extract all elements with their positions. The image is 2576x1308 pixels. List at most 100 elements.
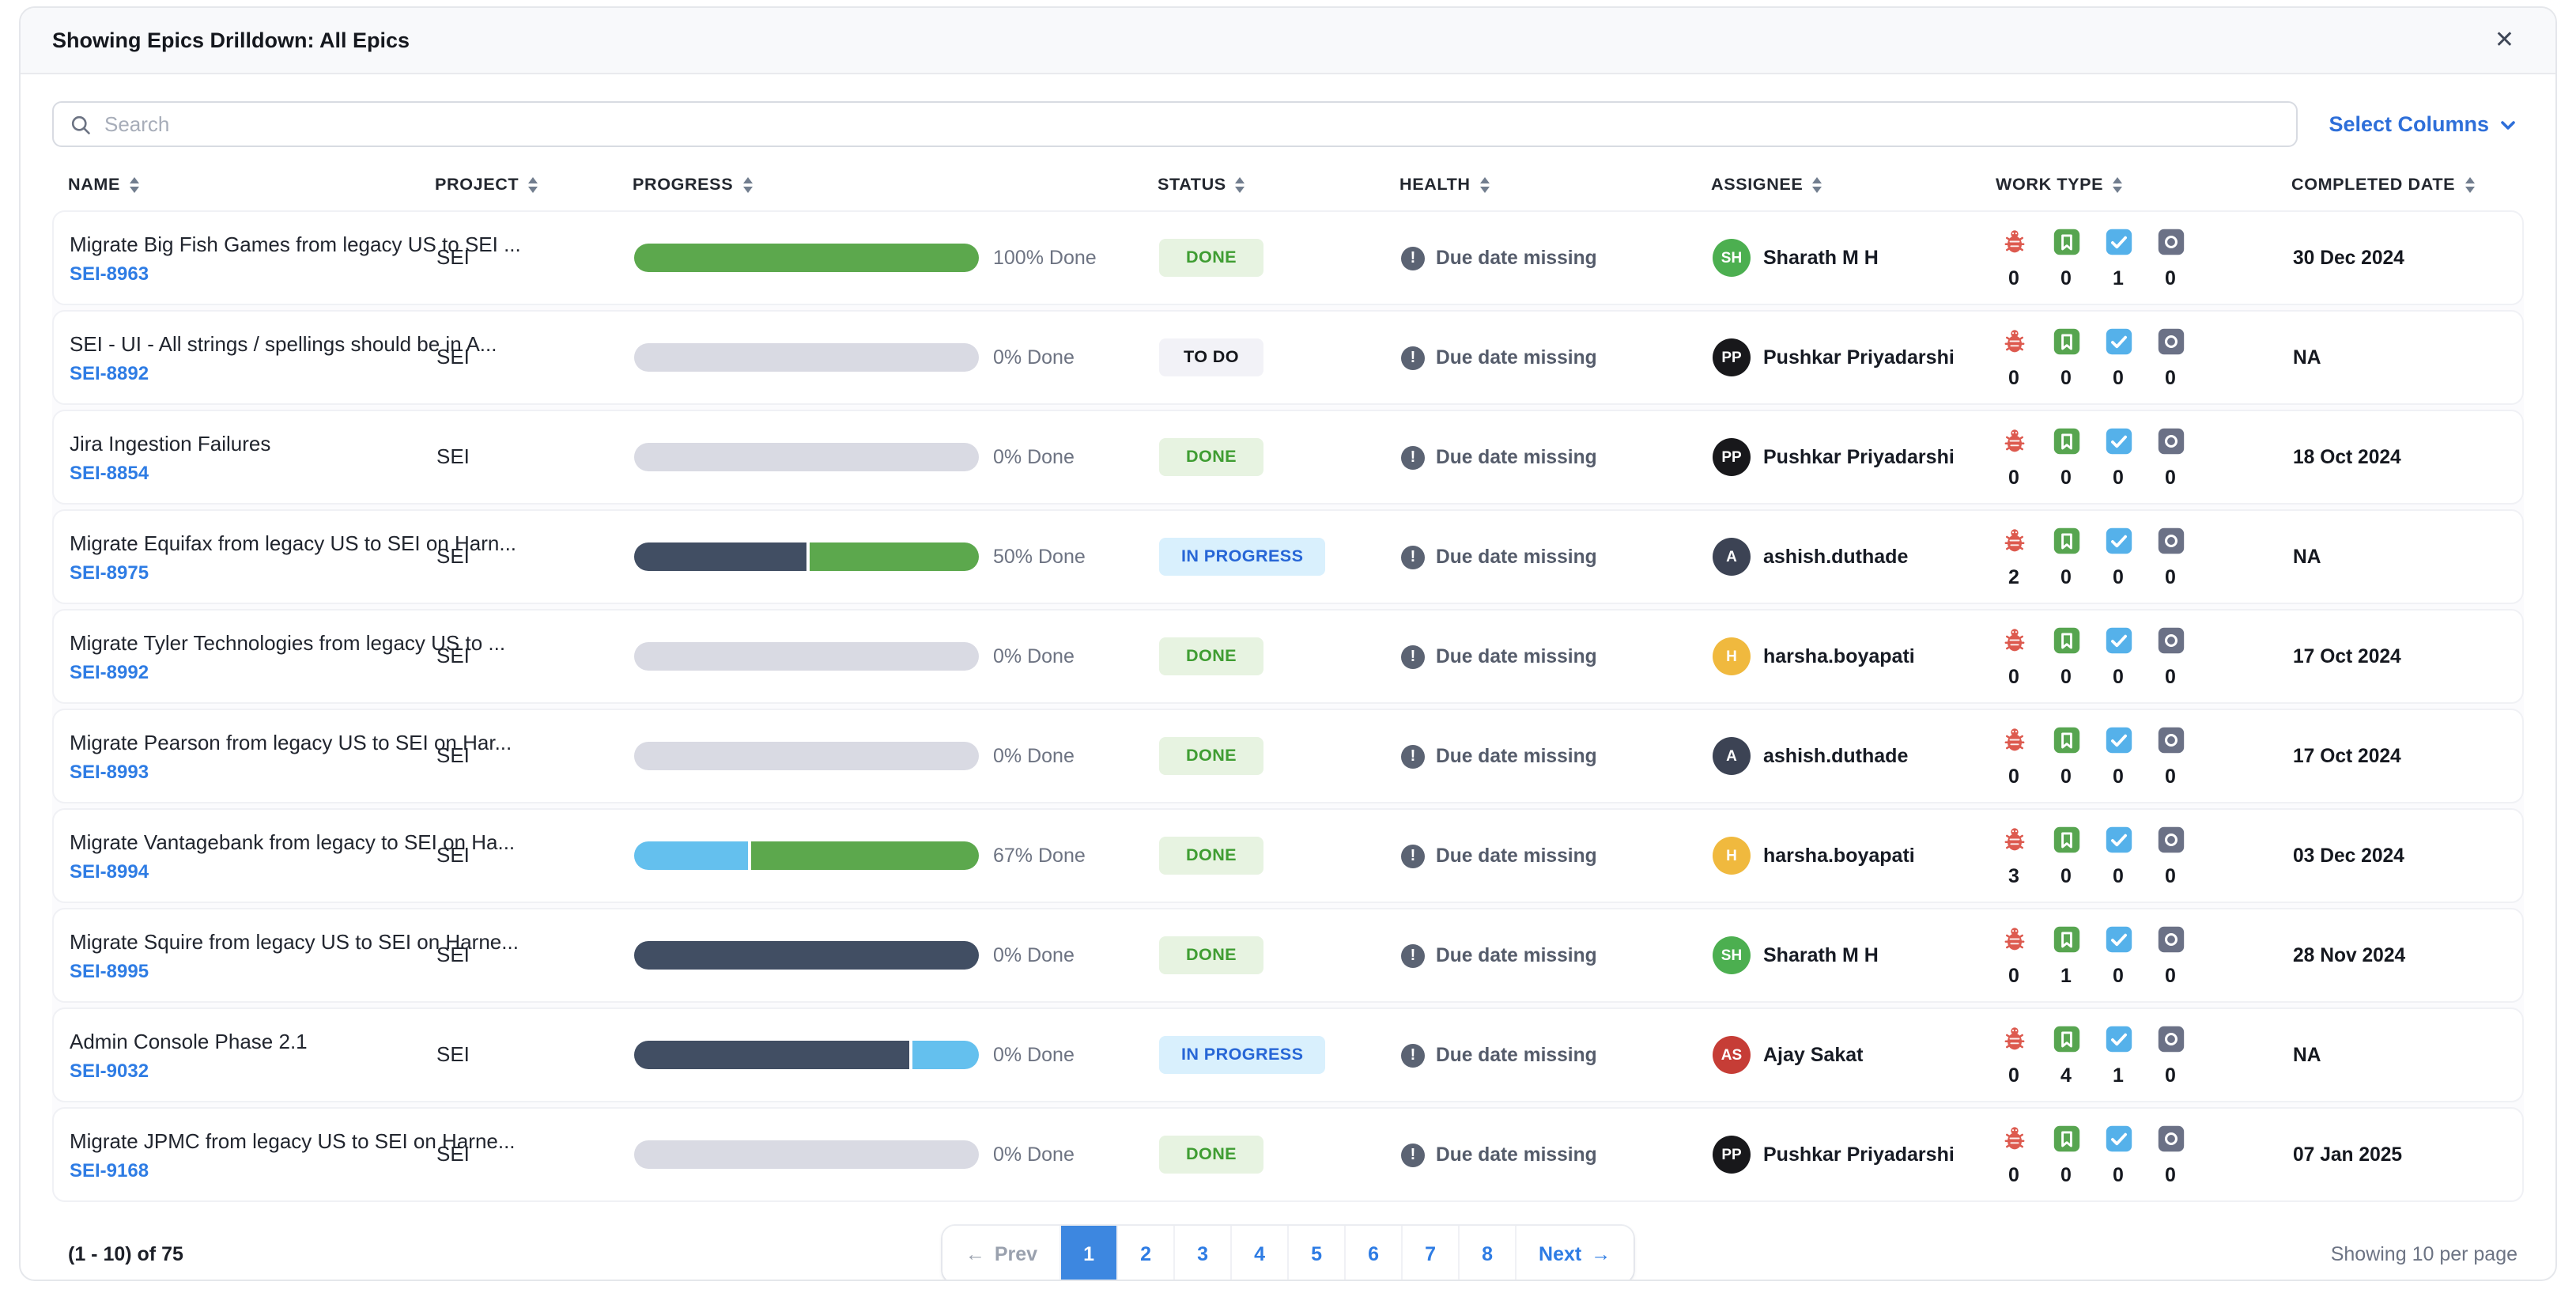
status-badge: TO DO xyxy=(1159,338,1263,376)
epic-key-link[interactable]: SEI-8994 xyxy=(70,860,149,882)
table-row[interactable]: Migrate Vantagebank from legacy to SEI o… xyxy=(52,808,2524,903)
completed-cell: 17 Oct 2024 xyxy=(2277,742,2522,770)
exclamation-circle-icon: ! xyxy=(1401,1143,1425,1166)
epic-icon xyxy=(2157,626,2184,653)
status-badge: IN PROGRESS xyxy=(1159,1036,1326,1074)
project-label: SEI xyxy=(436,1042,470,1066)
column-header[interactable]: WORK TYPE xyxy=(1980,176,2276,195)
epic-count: 0 xyxy=(2165,665,2176,687)
story-count: 0 xyxy=(2060,1163,2072,1185)
assignee-name: Sharath M H xyxy=(1763,944,1879,966)
page-button-7[interactable]: 7 xyxy=(1401,1226,1459,1280)
column-header[interactable]: HEALTH xyxy=(1384,176,1695,195)
column-header[interactable]: COMPLETED DATE xyxy=(2276,176,2524,195)
worktype-bug: 0 xyxy=(1997,1024,2030,1086)
sort-icon[interactable] xyxy=(528,177,538,193)
sort-down-icon xyxy=(1812,187,1822,193)
bug-icon xyxy=(2004,728,2024,750)
table-row[interactable]: Migrate Pearson from legacy US to SEI on… xyxy=(52,709,2524,803)
epic-key-link[interactable]: SEI-8892 xyxy=(70,361,149,384)
worktype-task: 0 xyxy=(2102,924,2135,986)
column-header[interactable]: ASSIGNEE xyxy=(1695,176,1980,195)
project-label: SEI xyxy=(436,245,470,269)
project-cell: SEI xyxy=(421,941,618,970)
epic-key-link[interactable]: SEI-8992 xyxy=(70,660,149,682)
worktype-bug: 0 xyxy=(1997,227,2030,289)
page-button-3[interactable]: 3 xyxy=(1173,1226,1231,1280)
epic-key-link[interactable]: SEI-8995 xyxy=(70,959,149,981)
health-cell: ! Due date missing xyxy=(1385,943,1697,967)
page-button-8[interactable]: 8 xyxy=(1458,1226,1516,1280)
search-input[interactable] xyxy=(104,112,2280,136)
status-cell: DONE xyxy=(1143,1136,1385,1174)
worktype-story: 0 xyxy=(2049,626,2083,687)
sort-up-icon xyxy=(1235,177,1245,183)
page-button-1[interactable]: 1 xyxy=(1059,1226,1117,1280)
table-row[interactable]: Migrate Tyler Technologies from legacy U… xyxy=(52,609,2524,704)
search-box xyxy=(52,101,2298,147)
page-button-6[interactable]: 6 xyxy=(1344,1226,1402,1280)
exclamation-circle-icon: ! xyxy=(1401,246,1425,270)
progress-cell: 0% Done xyxy=(618,1140,1143,1169)
column-header[interactable]: PROGRESS xyxy=(617,176,1142,195)
column-header[interactable]: NAME xyxy=(52,176,419,195)
table-row[interactable]: SEI - UI - All strings / spellings shoul… xyxy=(52,310,2524,405)
table-row[interactable]: Migrate JPMC from legacy US to SEI on Ha… xyxy=(52,1107,2524,1202)
table-row[interactable]: Admin Console Phase 2.1 SEI-9032 SEI 0% … xyxy=(52,1007,2524,1102)
epic-key-link[interactable]: SEI-9168 xyxy=(70,1159,149,1181)
epic-name: Migrate Vantagebank from legacy to SEI o… xyxy=(70,830,516,853)
table-row[interactable]: Migrate Squire from legacy US to SEI on … xyxy=(52,908,2524,1003)
name-cell: Migrate Equifax from legacy US to SEI on… xyxy=(54,531,516,583)
close-icon[interactable]: ✕ xyxy=(2485,25,2524,55)
sort-up-icon xyxy=(1812,177,1822,183)
status-badge: DONE xyxy=(1159,1136,1263,1174)
epic-name: Migrate JPMC from legacy US to SEI on Ha… xyxy=(70,1128,516,1152)
sort-icon[interactable] xyxy=(1812,177,1822,193)
progress-label: 50% Done xyxy=(993,546,1086,568)
epic-key-link[interactable]: SEI-8975 xyxy=(70,561,149,583)
bug-count: 3 xyxy=(2008,864,2019,886)
progress-segment-blue xyxy=(634,841,748,870)
status-cell: TO DO xyxy=(1143,338,1385,376)
sort-icon[interactable] xyxy=(2113,177,2123,193)
epic-count: 0 xyxy=(2165,565,2176,588)
table-row[interactable]: Jira Ingestion Failures SEI-8854 SEI 0% … xyxy=(52,410,2524,505)
task-icon xyxy=(2105,1025,2132,1052)
health-label: Due date missing xyxy=(1436,546,1597,568)
epic-key-link[interactable]: SEI-8854 xyxy=(70,461,149,483)
next-page-button[interactable]: Next → xyxy=(1515,1226,1634,1280)
task-count: 1 xyxy=(2113,267,2124,289)
progress-cell: 0% Done xyxy=(618,443,1143,471)
project-label: SEI xyxy=(436,943,470,966)
task-count: 0 xyxy=(2113,864,2124,886)
project-label: SEI xyxy=(436,345,470,369)
column-header[interactable]: PROJECT xyxy=(419,176,617,195)
select-columns-button[interactable]: Select Columns xyxy=(2329,112,2524,136)
avatar: SH xyxy=(1713,239,1751,277)
project-cell: SEI xyxy=(421,841,618,870)
health-label: Due date missing xyxy=(1436,645,1597,667)
sort-icon[interactable] xyxy=(1235,177,1245,193)
page-button-5[interactable]: 5 xyxy=(1287,1226,1345,1280)
epic-key-link[interactable]: SEI-9032 xyxy=(70,1059,149,1081)
page-button-4[interactable]: 4 xyxy=(1230,1226,1288,1280)
sort-icon[interactable] xyxy=(2465,177,2475,193)
epic-key-link[interactable]: SEI-8993 xyxy=(70,760,149,782)
story-count: 0 xyxy=(2060,765,2072,787)
progress-label: 0% Done xyxy=(993,1044,1075,1066)
assignee-name: Pushkar Priyadarshi xyxy=(1763,1144,1955,1166)
sort-icon[interactable] xyxy=(742,177,753,193)
sort-icon[interactable] xyxy=(130,177,139,193)
table-row[interactable]: Migrate Equifax from legacy US to SEI on… xyxy=(52,509,2524,604)
worktype-cell: 0 1 0 0 xyxy=(1981,924,2277,986)
epic-key-link[interactable]: SEI-8963 xyxy=(70,262,149,284)
table-row[interactable]: Migrate Big Fish Games from legacy US to… xyxy=(52,210,2524,305)
health-label: Due date missing xyxy=(1436,247,1597,269)
page-button-2[interactable]: 2 xyxy=(1116,1226,1174,1280)
column-header[interactable]: STATUS xyxy=(1142,176,1384,195)
sort-icon[interactable] xyxy=(1479,177,1490,193)
exclamation-circle-icon: ! xyxy=(1401,1043,1425,1067)
task-icon xyxy=(2105,1125,2132,1151)
worktype-cell: 0 0 0 0 xyxy=(1981,327,2277,388)
prev-page-button[interactable]: ← Prev xyxy=(942,1226,1060,1280)
